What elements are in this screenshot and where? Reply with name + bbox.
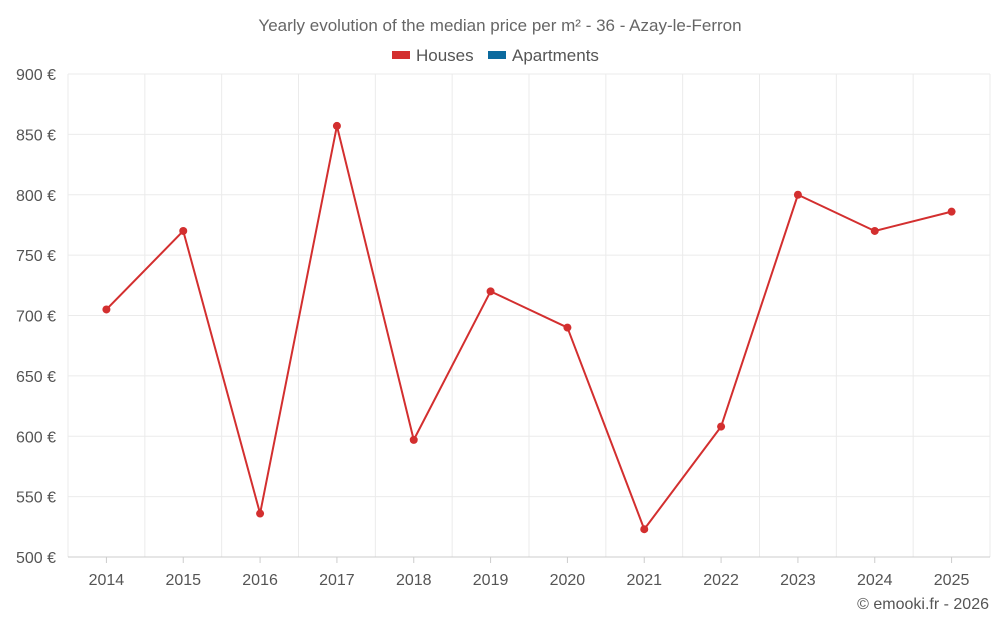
axes: 500 € 550 € 600 € 650 € 700 € 750 € 800 € 850 €… — [16, 67, 990, 589]
x-tick-label: 2025 — [934, 572, 970, 589]
y-tick-label: 500 € — [16, 550, 56, 567]
data-point-2016[interactable] — [256, 509, 265, 518]
data-point-2017[interactable] — [332, 121, 341, 130]
x-tick-label: 2017 — [319, 572, 355, 589]
data-point-2018[interactable] — [409, 435, 418, 444]
y-tick-label: 550 € — [16, 490, 56, 507]
y-tick-label: 800 € — [16, 188, 56, 205]
data-point-2019[interactable] — [486, 287, 495, 296]
x-tick-label: 2024 — [857, 572, 893, 589]
legend-swatch-apartments — [488, 51, 506, 59]
data-point-2022[interactable] — [717, 422, 726, 431]
x-tick-label: 2016 — [242, 572, 278, 589]
legend-label-apartments: Apartments — [512, 46, 599, 65]
legend-item-apartments[interactable]: Apartments — [488, 46, 599, 65]
legend: Houses Apartments — [392, 46, 599, 65]
legend-item-houses[interactable]: Houses — [392, 46, 474, 65]
credit-text: © emooki.fr - 2026 — [857, 596, 989, 613]
x-tick-label: 2018 — [396, 572, 432, 589]
legend-label-houses: Houses — [416, 46, 474, 65]
y-tick-label: 900 € — [16, 67, 56, 84]
y-tick-label: 750 € — [16, 248, 56, 265]
y-tick-label: 850 € — [16, 127, 56, 144]
data-point-2014[interactable] — [102, 305, 111, 314]
series-line-houses — [105, 124, 952, 531]
x-tick-label: 2020 — [550, 572, 586, 589]
data-point-2025[interactable] — [947, 207, 956, 216]
y-tick-label: 700 € — [16, 309, 56, 326]
series-houses — [102, 121, 956, 534]
x-tick-label: 2019 — [473, 572, 509, 589]
data-point-2023[interactable] — [793, 190, 802, 199]
y-tick-label: 650 € — [16, 369, 56, 386]
x-tick-label: 2014 — [89, 572, 125, 589]
data-point-2021[interactable] — [640, 525, 649, 534]
data-point-2015[interactable] — [179, 226, 188, 235]
data-point-2020[interactable] — [563, 323, 572, 332]
x-tick-label: 2015 — [165, 572, 201, 589]
x-tick-label: 2021 — [626, 572, 662, 589]
x-tick-label: 2023 — [780, 572, 816, 589]
y-tick-label: 600 € — [16, 429, 56, 446]
chart-title: Yearly evolution of the median price per… — [258, 16, 741, 35]
legend-swatch-houses — [392, 51, 410, 59]
data-point-2024[interactable] — [870, 226, 879, 235]
x-tick-label: 2022 — [703, 572, 739, 589]
